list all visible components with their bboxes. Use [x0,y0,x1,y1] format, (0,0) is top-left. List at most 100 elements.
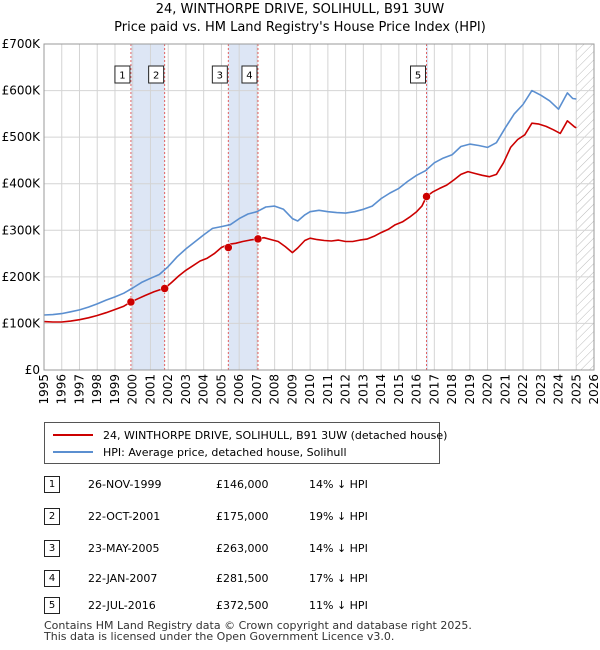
x-tick-label: 1997 [72,374,86,405]
sale-hpi-diff: 17% ↓ HPI [309,572,368,585]
x-tick-label: 2008 [268,374,282,405]
sale-badge-box [211,65,228,84]
x-tick-label: 2012 [339,374,353,405]
x-tick-label: 2020 [481,374,495,405]
sale-badge-box [148,65,165,84]
legend-label-property: 24, WINTHORPE DRIVE, SOLIHULL, B91 3UW (… [103,428,448,442]
x-tick-label: 2018 [445,374,459,405]
sale-badge-label: 2 [153,71,159,82]
price-chart: 1 2 3 4 5 £0 £100K £200K £300K £400K £500K £600K £7… [2,37,600,405]
sale-price: £175,000 [216,510,269,523]
x-tick-label: 2017 [427,374,441,405]
sale-badge: 2 [44,508,60,525]
sale-point [224,243,233,252]
x-tick-label: 2013 [356,374,370,405]
sale-period-shade [426,44,429,370]
sale-period-shade [228,44,258,370]
sale-badge-label: 3 [217,71,223,82]
chart-subtitle: Price paid vs. HM Land Registry's House … [114,20,486,35]
chart-legend: 24, WINTHORPE DRIVE, SOLIHULL, B91 3UW (… [44,422,447,464]
legend-label-hpi: HPI: Average price, detached house, Soli… [103,445,347,459]
y-tick-label: £300K [2,223,42,237]
legend-item-hpi: HPI: Average price, detached house, Soli… [53,444,347,460]
y-tick-label: £400K [2,177,42,191]
sale-badge: 5 [44,597,60,614]
x-tick-label: 2024 [552,374,566,405]
sale-badge-box [241,65,258,84]
footer: Contains HM Land Registry data © Crown c… [44,620,472,642]
sale-price: £372,500 [216,599,269,612]
table-row: 3 23-MAY-2005 £263,000 14% ↓ HPI [44,538,464,558]
x-tick-label: 2007 [250,374,264,405]
sale-price: £281,500 [216,572,269,585]
x-tick-label: 2021 [498,374,512,405]
sale-date: 23-MAY-2005 [88,542,160,555]
sale-date: 22-OCT-2001 [88,510,161,523]
legend-swatch-hpi [53,451,93,453]
plot-frame [43,43,595,371]
x-tick-label: 1999 [108,374,122,405]
sale-price: £263,000 [216,542,269,555]
sale-hpi-diff: 11% ↓ HPI [309,599,368,612]
x-tick-label: 2019 [463,374,477,405]
x-tick-label: 2022 [516,374,530,405]
sale-price: £146,000 [216,478,269,491]
y-tick-label: £600K [2,84,42,98]
sale-date: 22-JAN-2007 [88,572,158,585]
sale-badge: 1 [44,476,60,493]
sale-hpi-diff: 14% ↓ HPI [309,542,368,555]
legend-swatch-property [53,434,93,436]
x-tick-label: 1995 [37,374,51,405]
table-row: 1 26-NOV-1999 £146,000 14% ↓ HPI [44,474,464,494]
footer-licence: This data is licensed under the Open Gov… [44,630,395,643]
footer-copyright: Contains HM Land Registry data © Crown c… [44,619,472,632]
sale-hpi-diff: 14% ↓ HPI [309,478,368,491]
future-hatch-region [576,44,594,370]
table-row: 4 22-JAN-2007 £281,500 17% ↓ HPI [44,568,464,588]
x-tick-label: 2004 [197,374,211,405]
x-tick-label: 2014 [374,374,388,405]
x-tick-label: 2009 [285,374,299,405]
property-price-line [43,120,577,323]
x-tick-label: 2023 [534,374,548,405]
sale-date: 26-NOV-1999 [88,478,162,491]
y-tick-label: £200K [2,270,42,284]
sale-date: 22-JUL-2016 [88,599,156,612]
table-row: 5 22-JUL-2016 £372,500 11% ↓ HPI [44,595,464,615]
x-tick-label: 2000 [126,374,140,405]
x-tick-label: 1998 [90,374,104,405]
sale-badge-box [410,65,427,84]
sale-period-shade [130,44,165,370]
hpi-line [43,89,577,316]
x-tick-label: 2006 [232,374,246,405]
sale-badge-box [114,65,131,84]
y-tick-label: £500K [2,130,42,144]
sale-badge-label: 4 [246,71,252,82]
x-tick-label: 1996 [55,374,69,405]
x-tick-label: 2026 [587,374,600,405]
x-tick-label: 2015 [392,374,406,405]
x-tick-label: 2002 [161,374,175,405]
x-tick-label: 2003 [179,374,193,405]
x-tick-label: 2001 [143,374,157,405]
legend-item-property: 24, WINTHORPE DRIVE, SOLIHULL, B91 3UW (… [53,427,447,443]
sale-badge-label: 1 [119,71,125,82]
x-tick-label: 2010 [303,374,317,405]
sale-hpi-diff: 19% ↓ HPI [309,510,368,523]
y-tick-label: £700K [2,37,42,51]
sale-point [253,234,263,244]
y-tick-label: £0 [25,363,40,377]
sale-point [126,297,136,307]
table-row: 2 22-OCT-2001 £175,000 19% ↓ HPI [44,506,464,526]
sale-badge: 3 [44,540,60,557]
x-tick-label: 2016 [410,374,424,405]
x-tick-label: 2025 [569,374,583,405]
sale-point [160,284,169,293]
sale-point [422,192,431,201]
sale-badge-label: 5 [415,71,421,82]
x-tick-label: 2011 [321,374,335,405]
x-tick-label: 2005 [214,374,228,405]
chart-title: 24, WINTHORPE DRIVE, SOLIHULL, B91 3UW [155,2,445,17]
y-tick-label: £100K [2,316,42,330]
sale-badge: 4 [44,570,60,587]
